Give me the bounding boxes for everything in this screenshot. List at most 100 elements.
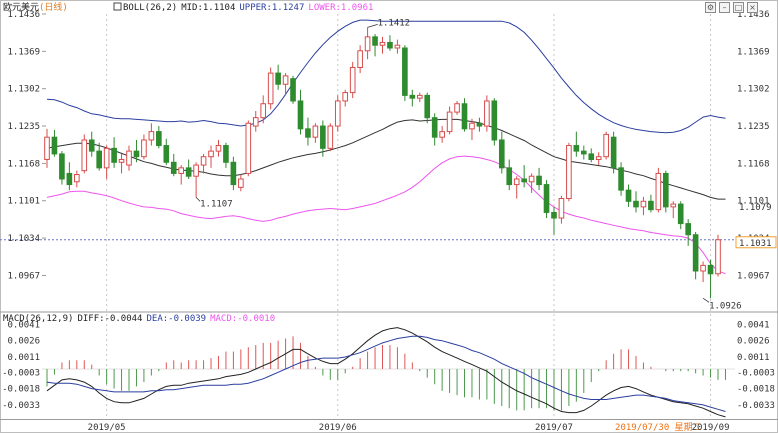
candle-down (431, 117, 438, 138)
candle-up (44, 136, 50, 160)
candle-up (81, 139, 88, 172)
candle-up (513, 178, 520, 186)
x-axis: 2019/05 2019/06 2019/07 2019/07/30 星期二2019/… (88, 422, 730, 433)
y-tick-label-right: 1.0967 (737, 271, 770, 281)
candle-up (439, 131, 445, 138)
candle-up (282, 75, 289, 85)
minimize-icon[interactable]: – (719, 2, 730, 13)
boll-mid: MID:1.1104 (181, 3, 235, 13)
settings-icon[interactable]: ⚙ (705, 2, 716, 13)
period-label[interactable]: (日线) (39, 1, 68, 13)
macd-y-tick-label-right: -0.0033 (737, 401, 775, 411)
candle-up (595, 156, 602, 160)
macd-y-tick-label: 0.0026 (7, 337, 40, 347)
indicator-checkbox[interactable] (113, 2, 122, 11)
candle-up (558, 198, 565, 219)
macd-name: MACD(26,12,9) (3, 314, 73, 324)
candle-down (96, 150, 103, 169)
candle-down (498, 139, 505, 169)
price-plot[interactable] (44, 19, 726, 299)
candle-down (424, 94, 431, 119)
boll-header: BOLL(26,2) MID:1.1104 UPPER:1.1247 LOWER:1.… (123, 3, 373, 13)
candle-down (372, 36, 378, 46)
y-tick-label-right: 1.1168 (737, 159, 770, 169)
annotation-low-marker: 1.1107 (200, 199, 233, 209)
x-tick-label: 2019/09 (692, 423, 730, 433)
macd-y-tick-label: 0.0041 (7, 320, 40, 330)
candle-down (692, 234, 699, 272)
candle-down (290, 78, 296, 102)
candle-up (379, 41, 386, 46)
candle-up (178, 167, 185, 174)
price-tag: 1.1079 (739, 203, 772, 213)
price-annotations: 1.1412 1.1107 1.0926 1.1079 1.1031 (195, 18, 777, 311)
close-icon[interactable]: × (747, 2, 758, 13)
macd-dea-line (46, 335, 726, 412)
candle-up (267, 72, 274, 105)
x-tick-label: 2019/07 (535, 423, 573, 433)
candle-down (320, 125, 326, 149)
candle-down (230, 161, 237, 186)
macd-y-tick-label-right: -0.0018 (737, 385, 775, 395)
candle-down (521, 178, 527, 183)
macd-plot[interactable] (42, 327, 735, 418)
candle-up (454, 103, 460, 113)
candle-up (670, 203, 677, 208)
candle-up (200, 156, 207, 166)
candle-up (566, 145, 572, 200)
candle-down (476, 122, 483, 127)
candle-down (551, 211, 557, 219)
candle-up (260, 103, 267, 119)
maximize-icon[interactable]: □ (733, 2, 744, 13)
candle-up (394, 44, 401, 49)
candle-down (51, 136, 58, 155)
candle-down (707, 264, 714, 275)
macd-y-tick-label-right: -0.0003 (737, 368, 775, 378)
candle-up (446, 111, 453, 133)
price-tag: 1.1031 (739, 239, 772, 249)
y-tick-label-right: 1.1101 (737, 197, 770, 207)
candle-up (215, 145, 222, 152)
candle-up (118, 158, 125, 163)
instrument-name: 欧元美元 (3, 1, 39, 13)
candle-down (185, 167, 192, 177)
annotation-leader (702, 297, 710, 303)
candle-up (252, 117, 259, 127)
x-tick-label: 2019/07/30 星期二 (615, 422, 702, 433)
candle-down (618, 167, 624, 191)
candle-down (223, 145, 229, 163)
candle-up (357, 50, 363, 69)
candle-up (238, 178, 244, 188)
candle-up (312, 125, 319, 138)
candle-down (59, 153, 65, 180)
macd-header: MACD(26,12,9) DIFF:-0.0044 DEA:-0.0039 MACD… (3, 314, 275, 324)
candle-down (275, 72, 281, 85)
macd-y-tick-label-right: 0.0041 (737, 320, 770, 330)
candle-up (126, 150, 132, 166)
candle-up (469, 122, 475, 130)
macd-y-tick-label: -0.0033 (2, 401, 40, 411)
candle-down (536, 175, 542, 186)
annotation-leader (367, 23, 378, 28)
candle-down (305, 128, 311, 138)
candle-down (409, 94, 416, 99)
macd-diff: DIFF:-0.0044 (77, 314, 142, 324)
candle-down (662, 172, 669, 208)
candle-up (349, 67, 356, 94)
macd-y-tick-label: 0.0011 (7, 353, 40, 363)
candle-up (141, 139, 147, 158)
grid (0, 14, 735, 419)
candle-up (640, 200, 647, 208)
candle-up (484, 100, 490, 127)
candle-down (170, 161, 177, 174)
y-tick-label: 1.1436 (7, 10, 40, 20)
candle-down (506, 167, 513, 186)
price-tag-box (735, 236, 777, 249)
candle-up (103, 147, 110, 169)
y-tick-label: 1.0967 (7, 271, 40, 281)
main-header: 欧元美元(日线) (3, 1, 68, 13)
candle-down (677, 203, 684, 225)
annotation-high: 1.1412 (378, 18, 411, 28)
